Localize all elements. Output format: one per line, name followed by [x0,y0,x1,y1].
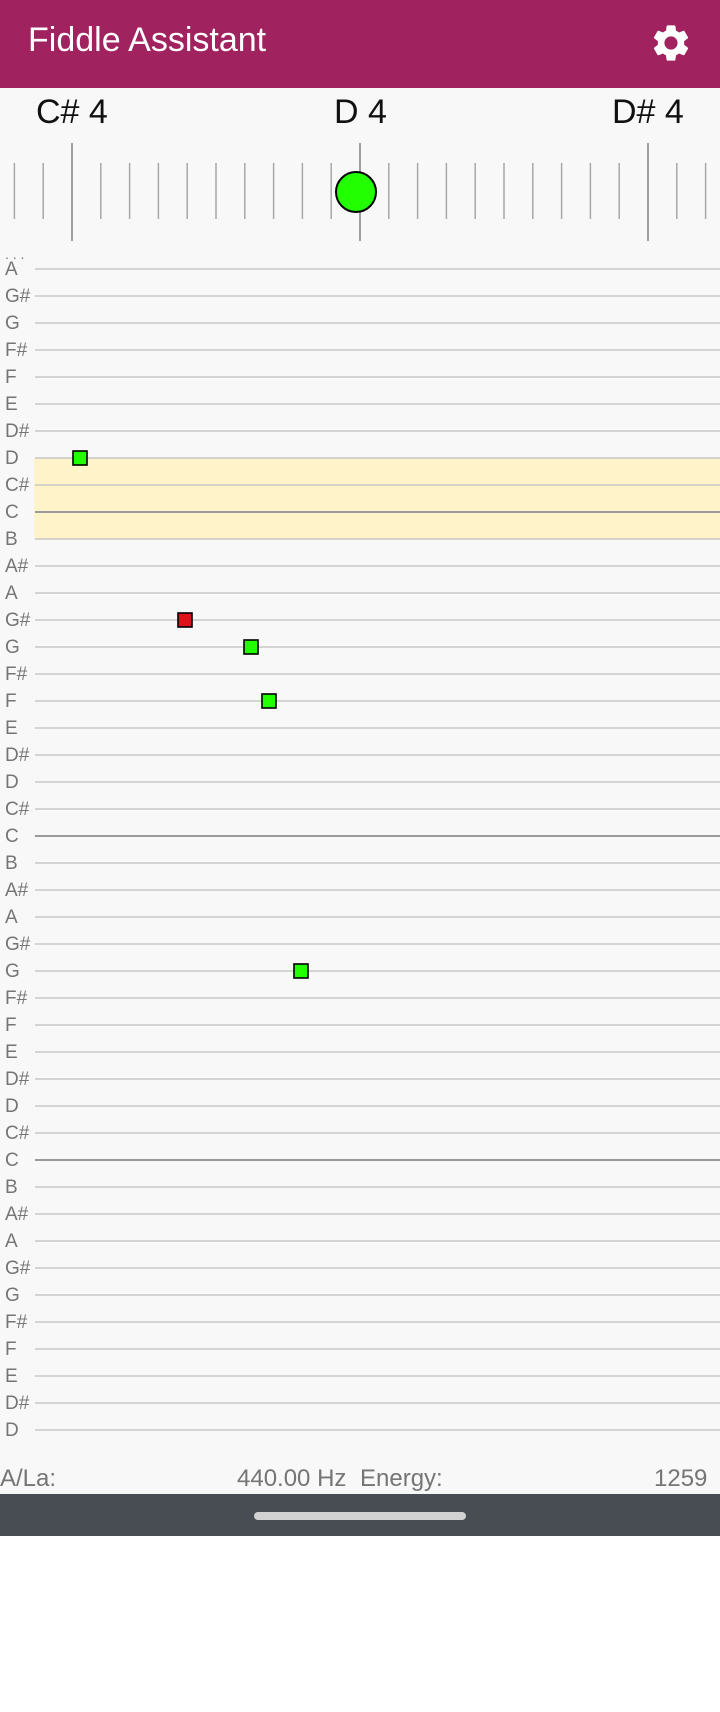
staff-note-label: F [5,367,17,388]
staff-note-label: E [5,718,18,739]
reference-value: 440.00 Hz [237,1465,347,1492]
staff-note-label: B [5,1177,18,1198]
settings-button[interactable] [640,12,702,74]
staff-note-label: D# [5,1393,30,1414]
tuner-scale [13,143,707,241]
staff-note-label: G [5,313,20,334]
staff-note-label: F# [5,988,28,1009]
staff-note-label: G# [5,610,31,631]
staff-note-label: C# [5,799,30,820]
staff-note-label: F# [5,1312,28,1333]
note-marker-in-tune [261,693,277,709]
staff-note-label: B [5,853,18,874]
note-marker-in-tune [243,639,259,655]
staff-note-label: A# [5,556,29,577]
staff-note-label: E [5,1042,18,1063]
staff-note-label: A [5,583,18,604]
reference-label: A/La: [0,1465,57,1492]
staff-note-label: G [5,961,20,982]
tuner-center-note: D 4 [334,93,387,131]
staff-note-label: F [5,1339,17,1360]
truncated-note-label: . . . [5,246,25,262]
main-content: C# 4 D 4 D# 4 . . . A G# G F# F E D# D C# C B A# A G# G… [0,88,720,1494]
staff-note-label: A [5,1231,18,1252]
staff-note-label: D# [5,745,30,766]
staff-note-label: E [5,394,18,415]
staff-note-label: D# [5,421,30,442]
note-marker-in-tune [72,450,88,466]
staff-note-label: C [5,826,19,847]
staff-note-label: G [5,1285,20,1306]
staff-note-label: G# [5,286,31,307]
app-bar: Fiddle Assistant [0,0,720,88]
tuner-left-note: C# 4 [36,93,108,131]
staff-note-label: F# [5,340,28,361]
staff-note-label: D [5,1420,19,1441]
navigation-bar [0,1494,720,1536]
staff-note-label: D# [5,1069,30,1090]
gear-icon [653,25,689,61]
pitch-indicator [335,171,377,213]
energy-label: Energy: [360,1465,443,1492]
staff-note-label: D [5,1096,19,1117]
note-history-staff [34,268,720,1431]
staff-note-label: G# [5,1258,31,1279]
staff-note-label: C [5,1150,19,1171]
staff-note-label: B [5,529,18,550]
staff-note-label: F [5,691,17,712]
staff-note-label: G [5,637,20,658]
staff-note-label: F [5,1015,17,1036]
note-marker-off [177,612,193,628]
staff-note-label: A [5,907,18,928]
staff-note-label: F# [5,664,28,685]
staff-note-label: G# [5,934,31,955]
highlight-band [34,458,720,539]
staff-note-label: C# [5,475,30,496]
app-title: Fiddle Assistant [28,21,267,59]
staff-note-label: D [5,772,19,793]
staff-note-label: A# [5,880,29,901]
staff-note-label: A [5,259,18,280]
home-gesture-handle[interactable] [254,1512,466,1520]
staff-note-label: C# [5,1123,30,1144]
energy-value: 1259 [654,1465,708,1492]
staff-note-label: D [5,448,19,469]
staff-note-label: C [5,502,19,523]
staff-note-label: E [5,1366,18,1387]
note-marker-in-tune [293,963,309,979]
staff-note-label: A# [5,1204,29,1225]
tuner-right-note: D# 4 [612,93,684,131]
